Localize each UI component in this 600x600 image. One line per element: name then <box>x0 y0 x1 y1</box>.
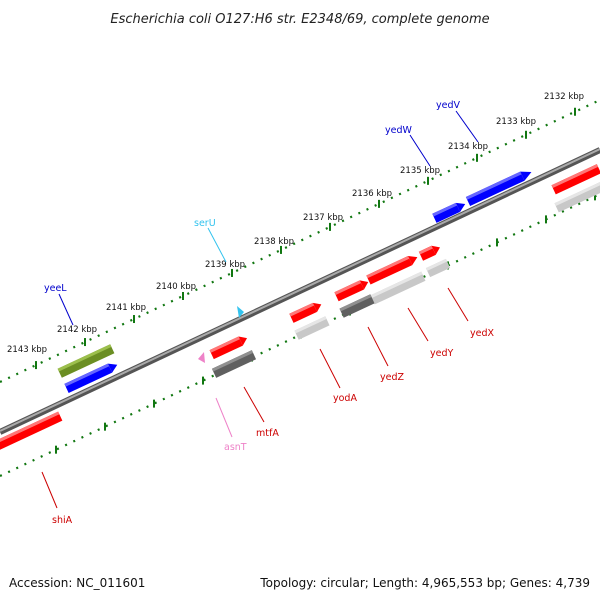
gene-features <box>0 164 600 455</box>
topology-text: Topology: circular; Length: 4,965,553 bp… <box>259 576 590 590</box>
label-yedV: yedV <box>436 100 460 111</box>
gene-right-edge[interactable] <box>551 164 600 195</box>
tick-label: 2136 kbp <box>352 189 392 199</box>
gene-yeeL[interactable] <box>57 344 115 378</box>
label-asnT: asnT <box>224 442 247 453</box>
accession-text: Accession: NC_011601 <box>9 576 145 590</box>
cds-yedX[interactable] <box>425 258 451 278</box>
tick-label: 2137 kbp <box>303 213 343 223</box>
label-yedX: yedX <box>470 328 494 339</box>
tick-label: 2140 kbp <box>156 282 196 292</box>
tick-label: 2138 kbp <box>254 237 294 247</box>
ruler-top-dots <box>0 99 600 383</box>
gene-shiA[interactable] <box>0 411 63 455</box>
tick-label: 2132 kbp <box>544 92 584 102</box>
tick-label: 2135 kbp <box>400 166 440 176</box>
label-yedY: yedY <box>430 348 453 359</box>
label-serU: serU <box>194 218 216 229</box>
label-mtfA: mtfA <box>256 428 279 439</box>
tick-label: 2139 kbp <box>205 260 245 270</box>
cds-mtfA[interactable] <box>211 350 257 378</box>
gene-mtfA[interactable] <box>209 334 250 360</box>
tick-labels: 2132 kbp 2133 kbp 2134 kbp 2135 kbp 2136… <box>7 92 584 355</box>
label-yeeL: yeeL <box>44 283 67 294</box>
gene-yedZ[interactable] <box>334 277 370 302</box>
label-yodA: yodA <box>333 393 357 404</box>
gene-yedY[interactable] <box>366 253 419 285</box>
map-title: Escherichia coli O127:H6 str. E2348/69, … <box>110 12 489 27</box>
label-yedW: yedW <box>385 125 412 136</box>
label-yedZ: yedZ <box>380 372 404 383</box>
cds-yedZ[interactable] <box>339 294 375 318</box>
cds-yedY[interactable] <box>370 271 426 305</box>
gene-yedV[interactable] <box>465 167 534 207</box>
gene-labels: yedV yedW serU yeeL shiA asnT mtfA yodA … <box>44 100 494 526</box>
cds-yodA[interactable] <box>294 316 330 340</box>
label-shiA: shiA <box>52 515 73 526</box>
trna-serU[interactable] <box>237 306 244 318</box>
gene-yeeL-reverse[interactable] <box>64 360 119 393</box>
gene-yedW[interactable] <box>432 199 467 223</box>
tick-label: 2133 kbp <box>496 117 536 127</box>
tick-label: 2134 kbp <box>448 142 488 152</box>
ruler-top <box>0 99 600 383</box>
tick-label: 2143 kbp <box>7 345 47 355</box>
gene-yedX[interactable] <box>418 243 442 261</box>
tick-label: 2142 kbp <box>57 325 97 335</box>
tick-label: 2141 kbp <box>106 303 146 313</box>
gene-yodA[interactable] <box>289 300 323 323</box>
cds-right-edge[interactable] <box>554 182 600 213</box>
callout-lines <box>41 110 479 509</box>
genome-backbone <box>0 147 600 435</box>
trna-asnT[interactable] <box>198 352 205 363</box>
